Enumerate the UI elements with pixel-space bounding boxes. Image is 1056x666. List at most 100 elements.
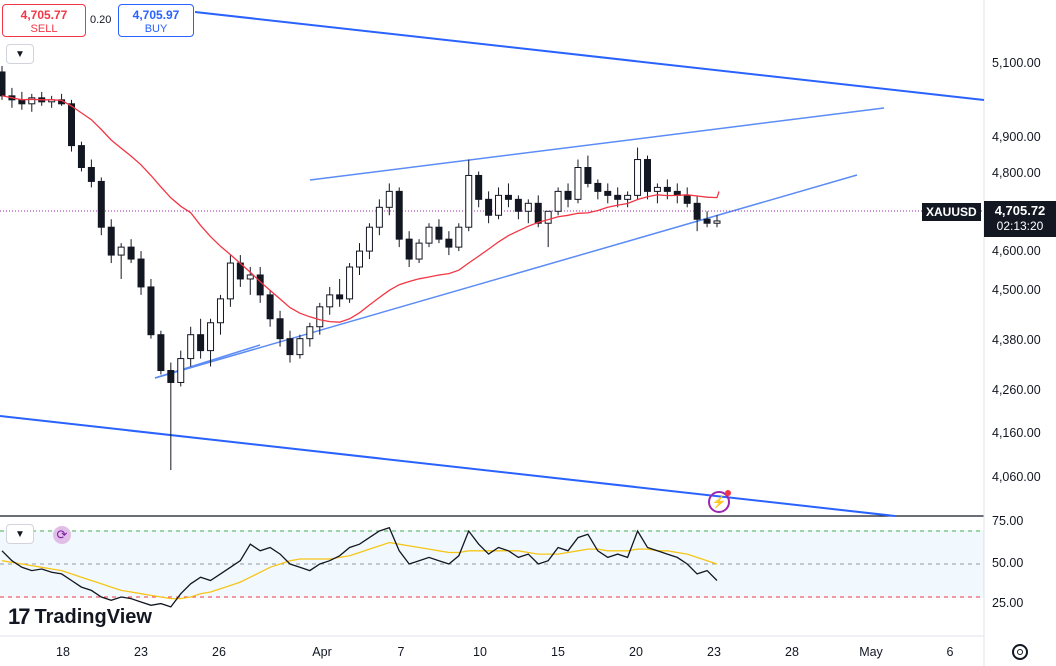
chevron-down-icon[interactable]: ▼ <box>6 44 34 64</box>
candle-body <box>385 190 393 208</box>
price-tick-label: 4,600.00 <box>992 244 1041 258</box>
price-tick-label: 4,160.00 <box>992 426 1041 440</box>
time-tick-label: 26 <box>212 645 226 659</box>
time-tick-label: Apr <box>312 645 332 659</box>
candle-body <box>167 370 175 383</box>
spread-value: 0.20 <box>90 14 112 26</box>
chart-grid <box>0 0 985 666</box>
candle-body <box>197 334 205 352</box>
lower-channel-line <box>0 415 896 517</box>
candle-body <box>127 246 135 260</box>
tradingview-mark-icon: 17 <box>8 604 31 629</box>
candle-body <box>187 334 195 360</box>
tradingview-logo[interactable]: 17 TradingView <box>8 604 152 630</box>
candle-body <box>445 238 453 248</box>
candle-body <box>157 334 165 372</box>
candle-body <box>564 190 572 200</box>
time-tick-label: 15 <box>551 645 565 659</box>
time-tick-label: 20 <box>629 645 643 659</box>
candle-body <box>524 202 532 212</box>
candle-body <box>0 71 6 97</box>
candle-body <box>226 262 234 300</box>
candle-body <box>28 97 36 105</box>
time-tick-label: 18 <box>56 645 70 659</box>
time-tick-label: 28 <box>785 645 799 659</box>
rsi-band <box>0 530 984 598</box>
candle-body <box>97 180 105 228</box>
candle-body <box>574 167 582 200</box>
candle-body <box>584 167 592 184</box>
wedge-lower-line <box>154 174 858 379</box>
trendlines <box>0 11 985 517</box>
settings-icon[interactable] <box>1012 644 1028 660</box>
lightning-icon[interactable]: ⚡ <box>708 490 731 513</box>
candle-body <box>306 326 314 340</box>
candle-body <box>395 190 403 240</box>
candle-body <box>485 198 493 216</box>
candle-body <box>246 274 254 280</box>
candle-body <box>405 238 413 260</box>
price-tick-label: 4,900.00 <box>992 130 1041 144</box>
candle-body <box>614 194 622 200</box>
candle-body <box>207 322 215 352</box>
candle-body <box>663 186 671 192</box>
candle-body <box>375 206 383 228</box>
candle-body <box>504 194 512 200</box>
wedge-upper-line <box>309 107 885 181</box>
candle-body <box>554 190 562 212</box>
candle-body <box>87 167 95 182</box>
time-tick-label: 23 <box>707 645 721 659</box>
candle-body <box>415 242 423 260</box>
candle-body <box>683 194 691 204</box>
candle-body <box>216 298 224 324</box>
candle-body <box>316 306 324 328</box>
candle-body <box>107 226 115 256</box>
candle-body <box>425 226 433 244</box>
candle-body <box>117 246 125 256</box>
time-tick-label: 6 <box>946 645 954 659</box>
candle-body <box>68 103 76 147</box>
sync-icon[interactable]: ⟳ <box>53 526 71 544</box>
price-tick-label: 4,380.00 <box>992 333 1041 347</box>
sell-price: 4,705.77 <box>20 8 68 22</box>
brand-name: TradingView <box>34 605 152 628</box>
price-tick-label: 4,500.00 <box>992 283 1041 297</box>
rsi-ma-line <box>1 541 718 600</box>
rsi-tick-label: 50.00 <box>992 556 1024 570</box>
buy-label: BUY <box>144 23 168 35</box>
moving-average-line <box>1 95 720 323</box>
candles <box>0 65 721 471</box>
candle-body <box>604 190 612 196</box>
buy-button[interactable]: 4,705.97 BUY <box>118 4 194 37</box>
candle-body <box>266 294 274 320</box>
rsi-tick-label: 75.00 <box>992 514 1024 528</box>
candle-body <box>475 174 483 200</box>
candle-body <box>703 218 711 224</box>
price-tick-label: 4,060.00 <box>992 470 1041 484</box>
candle-body <box>624 194 632 200</box>
candle-body <box>594 182 602 192</box>
chevron-down-icon[interactable]: ▼ <box>6 524 34 544</box>
candle-body <box>286 338 294 356</box>
symbol-label: XAUUSD <box>922 203 981 221</box>
candle-body <box>256 274 264 296</box>
candle-body <box>455 226 463 248</box>
sell-button[interactable]: 4,705.77 SELL <box>2 4 86 37</box>
price-tick-label: 4,800.00 <box>992 166 1041 180</box>
candle-body <box>544 210 552 224</box>
last-price-value: 4,705.72 <box>994 203 1046 218</box>
candle-body <box>643 159 651 192</box>
time-tick-label: May <box>859 645 883 659</box>
candle-body <box>465 174 473 228</box>
candle-body <box>534 202 542 224</box>
time-tick-label: 10 <box>473 645 487 659</box>
candle-body <box>356 250 363 268</box>
buy-price: 4,705.97 <box>132 8 180 22</box>
candle-body <box>276 318 284 340</box>
candle-body <box>77 145 85 169</box>
candle-body <box>713 220 721 224</box>
price-tick-label: 4,260.00 <box>992 383 1041 397</box>
candle-body <box>336 294 344 300</box>
candle-body <box>653 186 661 192</box>
